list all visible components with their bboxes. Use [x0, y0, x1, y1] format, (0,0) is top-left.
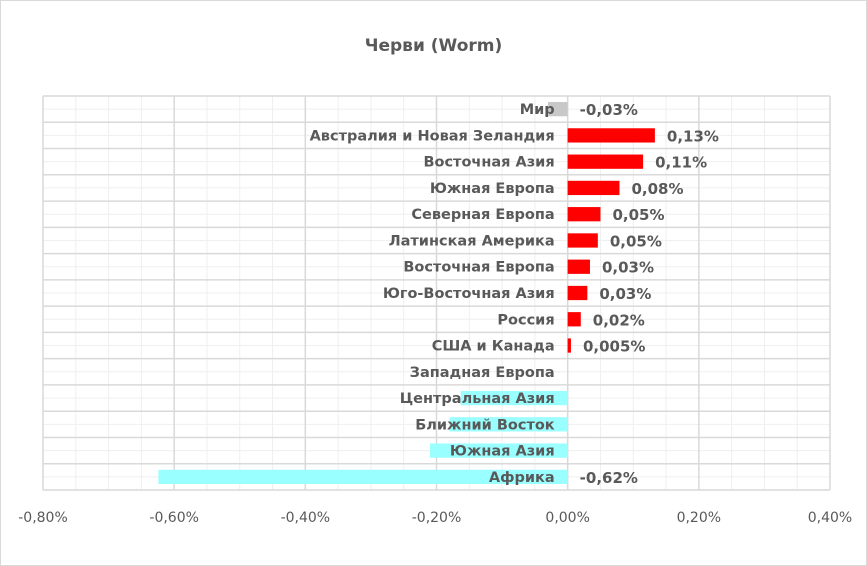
bar	[567, 207, 601, 222]
bar	[567, 312, 581, 327]
bar	[567, 128, 655, 143]
category-label: Восточная Азия	[423, 155, 554, 171]
category-label: Северная Европа	[411, 207, 554, 223]
data-label: 0,05%	[610, 232, 662, 250]
data-label: 0,02%	[593, 311, 645, 329]
data-label: 0,005%	[583, 338, 645, 356]
category-label: Центральная Азия	[400, 391, 555, 407]
bar	[429, 443, 568, 458]
category-label: Южная Европа	[430, 181, 555, 197]
chart-title: Черви (Worm)	[364, 36, 503, 56]
x-tick-label: -0,20%	[412, 510, 462, 526]
category-label: Восточная Европа	[403, 260, 554, 276]
x-tick-label: 0,40%	[808, 510, 852, 526]
category-label: Западная Европа	[410, 365, 555, 381]
data-label: 0,03%	[602, 259, 654, 277]
category-label: Россия	[497, 312, 554, 328]
x-tick-label: 0,00%	[545, 510, 589, 526]
data-label: 0,11%	[655, 154, 707, 172]
category-label: Ближний Восток	[415, 417, 555, 433]
data-label: 0,08%	[631, 180, 683, 198]
data-label: -0,03%	[580, 101, 638, 119]
category-label: Мир	[520, 102, 555, 118]
data-label: 0,13%	[667, 127, 719, 145]
bar	[460, 390, 568, 406]
x-tick-label: -0,40%	[281, 510, 331, 526]
category-label: Латинская Америка	[389, 233, 555, 249]
x-tick-label: -0,60%	[149, 510, 199, 526]
data-label: -0,62%	[580, 469, 638, 487]
category-label: Африка	[489, 470, 555, 486]
bar	[567, 338, 571, 353]
category-label: Юго-Восточная Азия	[383, 286, 555, 302]
bar	[567, 154, 644, 169]
bar	[567, 233, 598, 248]
category-label: Южная Азия	[450, 444, 555, 460]
bar	[449, 417, 568, 432]
bar	[567, 259, 590, 274]
bar	[547, 102, 568, 117]
bar	[567, 180, 620, 196]
category-label: США и Канада	[432, 339, 555, 355]
x-tick-label: 0,20%	[677, 510, 721, 526]
bar	[158, 469, 568, 484]
category-label: Австралия и Новая Зеландия	[310, 128, 555, 144]
data-label: 0,03%	[599, 285, 651, 303]
x-tick-label: -0,80%	[18, 510, 68, 526]
bar	[567, 285, 588, 301]
data-label: 0,05%	[612, 206, 664, 224]
